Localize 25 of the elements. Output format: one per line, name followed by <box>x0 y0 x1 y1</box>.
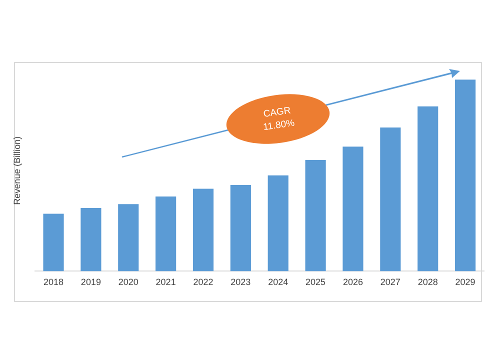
x-tick-label: 2025 <box>306 277 326 288</box>
x-tick-label: 2020 <box>118 277 138 288</box>
bar <box>230 184 251 272</box>
bar <box>156 196 176 272</box>
bar <box>305 160 326 272</box>
x-tick-label: 2018 <box>44 277 64 288</box>
bar <box>43 214 64 272</box>
bar <box>454 80 476 272</box>
x-tick-label: 2026 <box>342 277 363 288</box>
y-axis-title: Revenue (Billion) <box>12 136 22 205</box>
bar <box>192 188 214 272</box>
x-tick-label: 2021 <box>156 277 176 288</box>
x-tick-label: 2027 <box>380 277 400 288</box>
x-tick-label: 2029 <box>455 277 476 288</box>
x-tick-label: 2024 <box>268 277 288 288</box>
x-tick-label: 2023 <box>230 277 251 288</box>
x-tick-label: 2022 <box>193 277 214 288</box>
bar <box>268 175 288 272</box>
x-tick-label: 2028 <box>418 277 438 288</box>
bar <box>80 208 102 272</box>
x-tick-label: 2019 <box>80 277 101 288</box>
bar <box>118 204 139 272</box>
bar <box>342 146 364 272</box>
bar <box>380 127 401 272</box>
bar <box>418 106 438 272</box>
